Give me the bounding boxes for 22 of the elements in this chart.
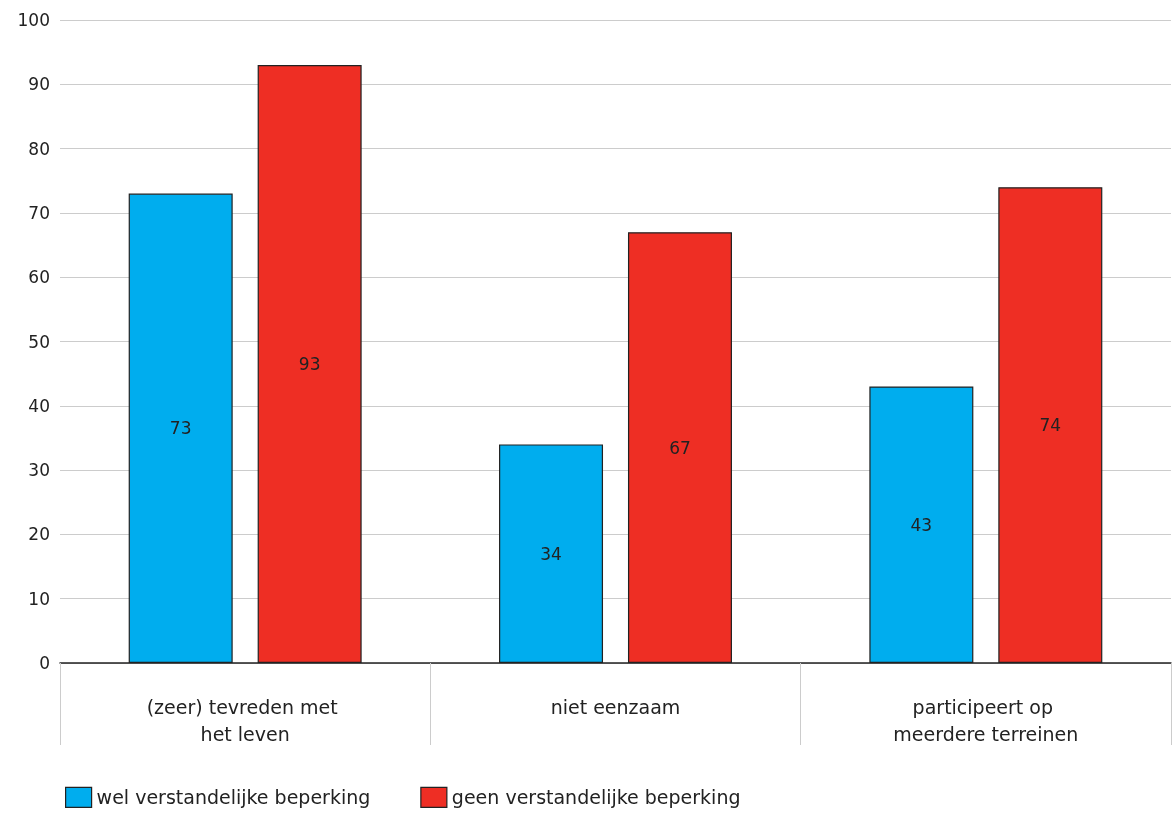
data-label: 73 xyxy=(169,418,192,439)
data-label: 34 xyxy=(540,543,562,564)
y-tick-label: 60 xyxy=(28,267,50,288)
y-tick-label: 10 xyxy=(28,588,50,609)
x-tick-label: (zeer) tevreden met het leven xyxy=(146,695,344,745)
y-tick-label: 50 xyxy=(28,331,50,352)
data-label: 67 xyxy=(669,437,691,458)
x-tick-label: niet eenzaam xyxy=(550,695,681,718)
y-tick-label: 90 xyxy=(28,74,50,95)
y-tick-label: 30 xyxy=(28,460,50,481)
data-label: 43 xyxy=(910,514,933,535)
y-tick-label: 80 xyxy=(28,138,50,159)
data-label: 93 xyxy=(298,354,321,375)
data-label: 74 xyxy=(1039,415,1062,436)
x-tick-label: participeert op meerdere terreinen xyxy=(893,695,1079,745)
y-tick-label: 70 xyxy=(28,202,50,223)
y-tick-label: 40 xyxy=(28,395,50,416)
y-tick-label: 100 xyxy=(17,10,50,30)
legend-label: geen verstandelijke beperking xyxy=(451,786,741,809)
y-tick-label: 20 xyxy=(28,524,50,545)
legend-label: wel verstandelijke beperking xyxy=(96,786,371,809)
y-tick-label: 0 xyxy=(39,653,50,673)
